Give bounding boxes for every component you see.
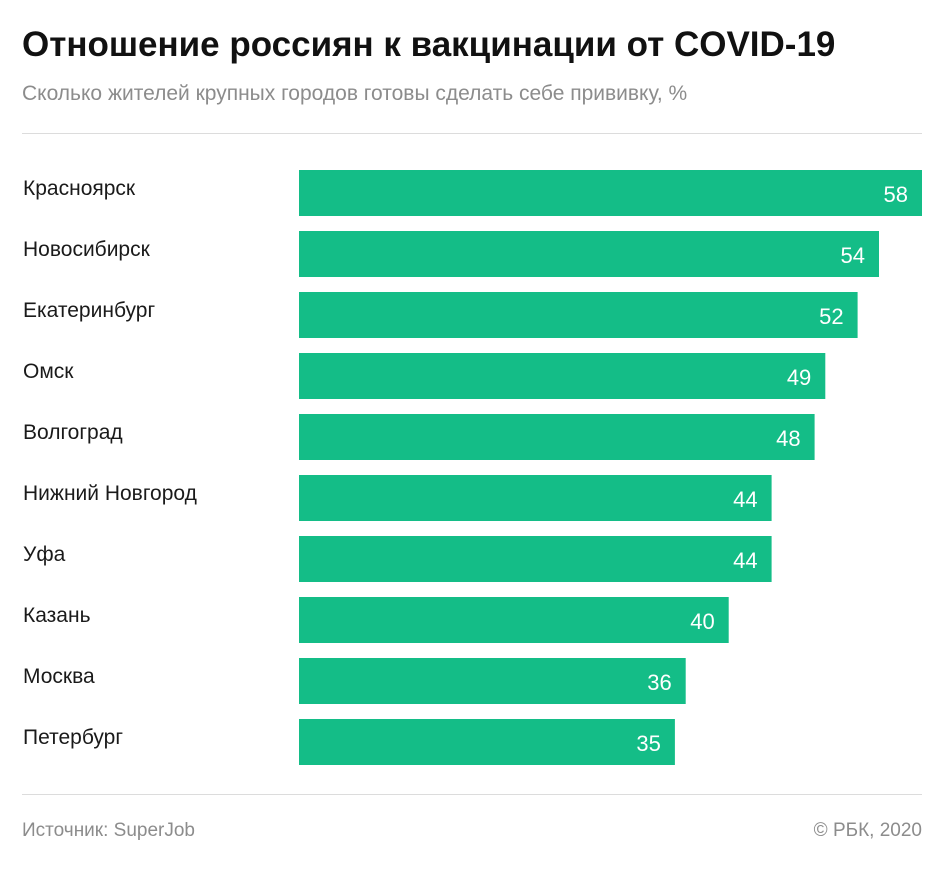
- category-label: Омск: [23, 360, 74, 383]
- bar-value-label: 40: [690, 609, 714, 634]
- category-label: Петербург: [23, 726, 123, 749]
- bar: [299, 658, 686, 704]
- category-label: Нижний Новгород: [23, 482, 197, 505]
- bar: [299, 719, 675, 765]
- copyright-note: © РБК, 2020: [813, 820, 922, 841]
- bars-group: Красноярск 58 Новосибирск 54 Екатеринбург 52 О…: [23, 170, 922, 765]
- bar: [299, 536, 772, 582]
- bottom-divider: [22, 794, 922, 795]
- bar: [299, 292, 858, 338]
- bar: [299, 475, 772, 521]
- bar: [299, 170, 922, 216]
- category-label: Уфа: [23, 543, 66, 566]
- category-label: Волгоград: [23, 421, 123, 444]
- bar: [299, 353, 826, 399]
- bar-value-label: 36: [647, 670, 671, 695]
- category-label: Москва: [23, 665, 95, 688]
- bar-value-label: 54: [841, 243, 865, 268]
- bar: [299, 597, 729, 643]
- bar-value-label: 35: [636, 731, 660, 756]
- category-label: Казань: [23, 604, 91, 627]
- top-divider: [22, 133, 922, 134]
- bar: [299, 414, 815, 460]
- category-label: Новосибирск: [23, 238, 151, 261]
- bar-value-label: 52: [819, 304, 843, 329]
- bar-value-label: 49: [787, 365, 811, 390]
- chart-title: Отношение россиян к вакцинации от COVID-…: [22, 25, 836, 64]
- chart-subtitle: Сколько жителей крупных городов готовы с…: [22, 82, 688, 105]
- bar: [299, 231, 879, 277]
- category-label: Екатеринбург: [23, 299, 155, 322]
- bar-value-label: 44: [733, 548, 757, 573]
- bar-value-label: 44: [733, 487, 757, 512]
- category-label: Красноярск: [23, 177, 136, 200]
- source-note: Источник: SuperJob: [22, 820, 196, 841]
- bar-value-label: 48: [776, 426, 800, 451]
- bar-value-label: 58: [884, 182, 908, 207]
